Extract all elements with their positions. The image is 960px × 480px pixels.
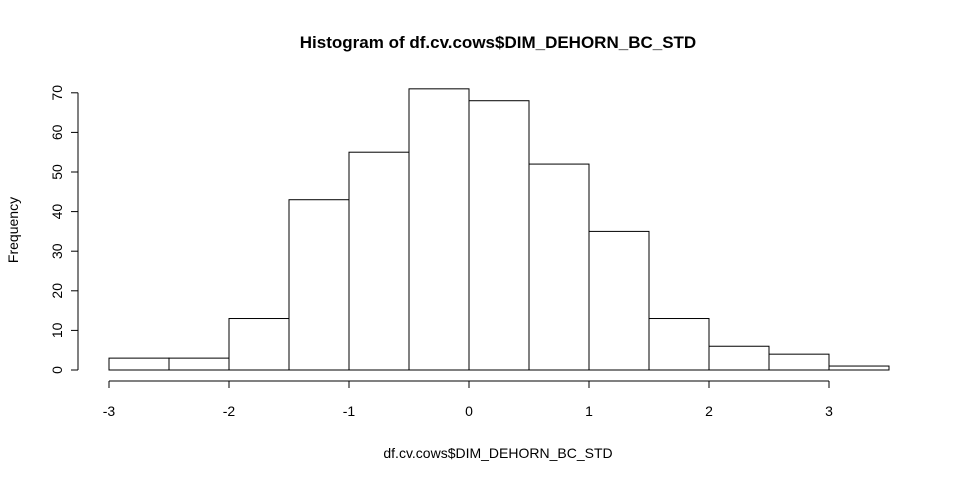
y-axis: 0 10 20 30 40 50 60 70: [49, 85, 79, 374]
y-tick-label: 30: [49, 243, 65, 259]
y-axis-label: Frequency: [5, 197, 21, 263]
x-tick-label: 2: [705, 403, 713, 419]
histogram-bar: [768, 353, 830, 371]
x-tick-label: 1: [585, 403, 593, 419]
y-tick-label: 40: [49, 204, 65, 220]
histogram-bar: [228, 318, 290, 371]
histogram-bar: [828, 365, 890, 371]
x-tick-label: -3: [103, 403, 116, 419]
bars-group: [108, 88, 890, 371]
histogram-bar: [168, 357, 230, 371]
x-tick-label: 3: [825, 403, 833, 419]
chart-title: Histogram of df.cv.cows$DIM_DEHORN_BC_ST…: [300, 33, 696, 52]
histogram-bar: [588, 230, 650, 371]
x-tick-label: 0: [465, 403, 473, 419]
y-tick-label: 60: [49, 124, 65, 140]
y-tick-label: 10: [49, 322, 65, 338]
y-tick-label: 20: [49, 283, 65, 299]
histogram-bar: [468, 100, 530, 371]
histogram-bar: [108, 357, 170, 371]
histogram-bar: [708, 345, 770, 371]
y-tick-label: 70: [49, 85, 65, 101]
x-tick-label: -1: [343, 403, 356, 419]
x-axis-label: df.cv.cows$DIM_DEHORN_BC_STD: [383, 445, 612, 461]
histogram-bar: [648, 318, 710, 371]
y-tick-label: 0: [49, 366, 65, 374]
x-axis: -3 -2 -1 0 1 2 3: [103, 380, 833, 419]
histogram-bar: [348, 151, 410, 371]
histogram-bar: [528, 163, 590, 371]
histogram-bar: [288, 199, 350, 371]
histogram-bar: [408, 88, 470, 371]
y-tick-label: 50: [49, 164, 65, 180]
x-tick-label: -2: [223, 403, 236, 419]
